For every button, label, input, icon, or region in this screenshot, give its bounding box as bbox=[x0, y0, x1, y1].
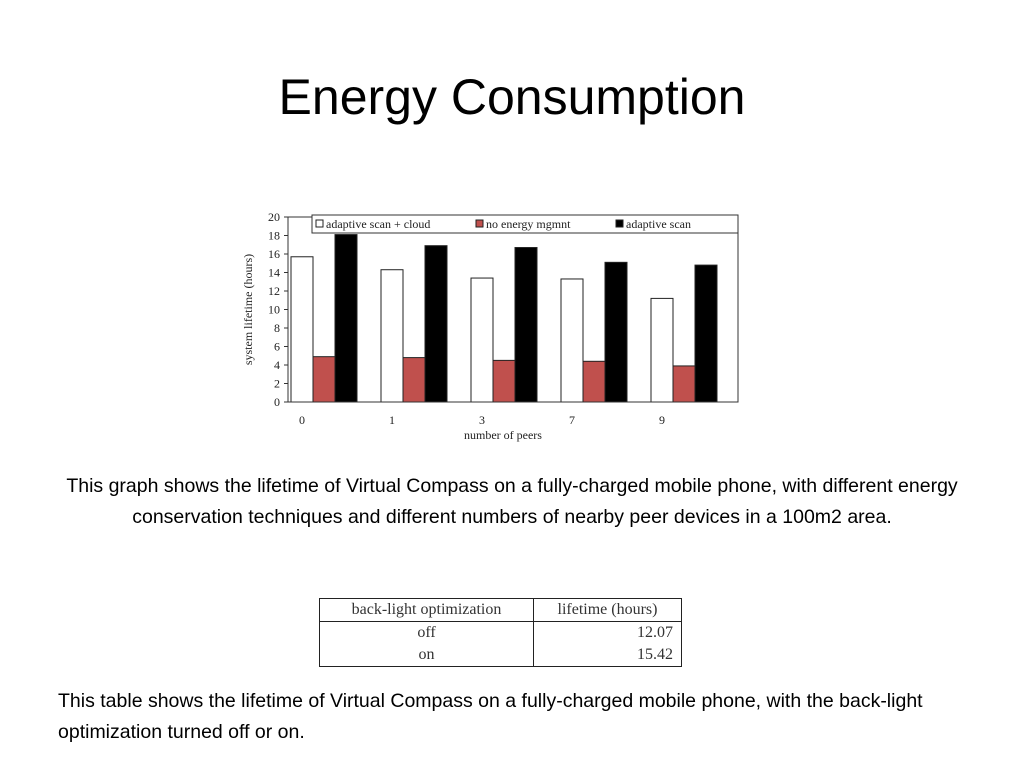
y-tick-label: 2 bbox=[274, 377, 280, 391]
legend-swatch bbox=[315, 219, 324, 228]
bar-adaptive-scan bbox=[604, 261, 628, 403]
bar-adaptive-scan-cloud bbox=[470, 277, 494, 403]
table-row: off 12.07 bbox=[319, 621, 682, 644]
y-tick-label: 8 bbox=[274, 321, 280, 335]
y-tick-label: 20 bbox=[268, 210, 280, 224]
slide-title: Energy Consumption bbox=[278, 69, 746, 125]
bar-no-energy-mgmnt bbox=[402, 357, 426, 403]
backlight-table: back-light optimization lifetime (hours)… bbox=[319, 598, 682, 667]
bar-chart: 0 2 4 6 8 10 12 14 16 18 20 0 1 3 7 9 adaptive scan + cl… bbox=[230, 205, 750, 450]
bar-adaptive-scan bbox=[514, 247, 538, 403]
bar-adaptive-scan-cloud bbox=[380, 269, 404, 403]
y-tick-label: 14 bbox=[268, 266, 280, 280]
y-tick-label: 16 bbox=[268, 247, 280, 261]
bar-no-energy-mgmnt bbox=[672, 365, 696, 403]
x-tick-label: 3 bbox=[479, 413, 485, 427]
x-tick-label: 7 bbox=[569, 413, 575, 427]
y-axis-title: system lifetime (hours) bbox=[241, 254, 255, 365]
x-tick-label: 9 bbox=[659, 413, 665, 427]
table-cell-lifetime: 12.07 bbox=[637, 624, 673, 641]
table-cell-lifetime: 15.42 bbox=[637, 646, 673, 663]
x-axis-title: number of peers bbox=[464, 428, 542, 442]
bar-adaptive-scan-cloud bbox=[650, 297, 674, 403]
y-tick-label: 6 bbox=[274, 340, 280, 354]
legend-label: adaptive scan + cloud bbox=[326, 217, 430, 231]
y-tick-label: 0 bbox=[274, 395, 280, 409]
chart-svg: 0 2 4 6 8 10 12 14 16 18 20 0 1 3 7 9 adaptive scan + cl… bbox=[241, 210, 739, 442]
legend-box bbox=[311, 214, 739, 234]
table-caption: This table shows the lifetime of Virtual… bbox=[58, 690, 923, 743]
bar-no-energy-mgmnt bbox=[582, 360, 606, 403]
bar-adaptive-scan bbox=[424, 245, 448, 403]
y-tick-label: 10 bbox=[268, 303, 280, 317]
legend-label: adaptive scan bbox=[626, 217, 691, 231]
bar-no-energy-mgmnt bbox=[492, 359, 516, 403]
legend-swatch bbox=[615, 219, 624, 228]
table-cell-optimization: off bbox=[319, 621, 534, 644]
table-header-lifetime: lifetime (hours) bbox=[533, 598, 682, 622]
y-tick-label: 18 bbox=[268, 229, 280, 243]
legend-swatch bbox=[475, 219, 484, 228]
y-tick-label: 4 bbox=[274, 358, 280, 372]
bar-adaptive-scan-cloud bbox=[560, 278, 584, 403]
y-tick-label: 12 bbox=[268, 284, 280, 298]
table-header-optimization: back-light optimization bbox=[319, 598, 534, 622]
table-header-row: back-light optimization lifetime (hours) bbox=[319, 598, 682, 622]
graph-caption: This graph shows the lifetime of Virtual… bbox=[66, 475, 958, 528]
table-cell-optimization: on bbox=[319, 644, 534, 667]
bar-no-energy-mgmnt bbox=[312, 356, 336, 403]
bar-adaptive-scan bbox=[334, 234, 358, 403]
table-row: on 15.42 bbox=[319, 644, 682, 667]
bar-adaptive-scan bbox=[694, 264, 718, 403]
legend-label: no energy mgmnt bbox=[486, 217, 571, 231]
bar-adaptive-scan-cloud bbox=[290, 256, 314, 403]
x-tick-label: 1 bbox=[389, 413, 395, 427]
x-tick-label: 0 bbox=[299, 413, 305, 427]
